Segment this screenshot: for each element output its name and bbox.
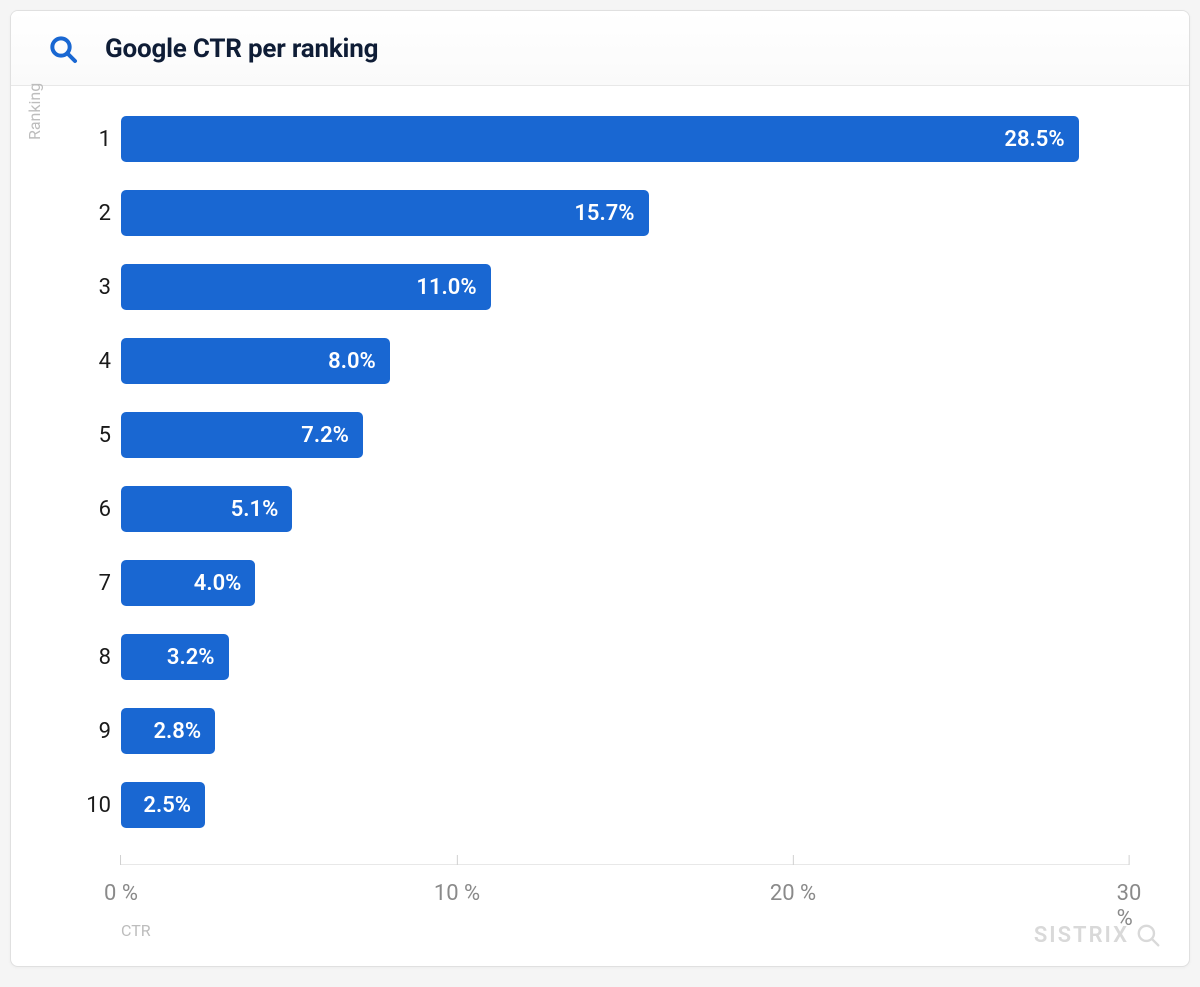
bar-value-label: 7.2% <box>301 423 349 448</box>
search-icon <box>47 33 79 65</box>
bar-row: 1 28.5% <box>71 116 1129 162</box>
rank-label: 10 <box>71 793 111 818</box>
bar-value-label: 8.0% <box>328 349 376 374</box>
bar: 11.0% <box>121 264 491 310</box>
bar: 3.2% <box>121 634 229 680</box>
brand-name: SISTRIX <box>1034 923 1129 948</box>
xaxis-tick: 20 % <box>770 855 816 906</box>
bar-track: 2.5% <box>121 782 1129 828</box>
chart-title: Google CTR per ranking <box>105 34 378 64</box>
bar-row: 9 2.8% <box>71 708 1129 754</box>
rank-label: 6 <box>71 497 111 522</box>
bar-track: 5.1% <box>121 486 1129 532</box>
bar-value-label: 3.2% <box>167 645 215 670</box>
bar-value-label: 2.5% <box>143 793 191 818</box>
bar-track: 8.0% <box>121 338 1129 384</box>
bar-track: 3.2% <box>121 634 1129 680</box>
bar-track: 15.7% <box>121 190 1129 236</box>
bar-track: 11.0% <box>121 264 1129 310</box>
rank-label: 8 <box>71 645 111 670</box>
rank-label: 2 <box>71 201 111 226</box>
tick-label: 0 % <box>104 881 138 906</box>
bar-row: 3 11.0% <box>71 264 1129 310</box>
tick-line <box>121 855 122 865</box>
tick-line <box>457 855 458 865</box>
bar: 8.0% <box>121 338 390 384</box>
bar-value-label: 4.0% <box>194 571 242 596</box>
rank-label: 9 <box>71 719 111 744</box>
tick-line <box>793 855 794 865</box>
bar: 2.8% <box>121 708 215 754</box>
brand-watermark: SISTRIX <box>1034 922 1161 948</box>
bar-row: 7 4.0% <box>71 560 1129 606</box>
xaxis-tick: 0 % <box>104 855 138 906</box>
bar: 2.5% <box>121 782 205 828</box>
bar-row: 4 8.0% <box>71 338 1129 384</box>
bar-value-label: 11.0% <box>416 275 476 300</box>
tick-label: 10 % <box>434 881 480 906</box>
rank-label: 7 <box>71 571 111 596</box>
chart-card: Google CTR per ranking Ranking 1 28.5% 2 15… <box>10 10 1190 967</box>
bar-value-label: 5.1% <box>231 497 279 522</box>
bar-row: 6 5.1% <box>71 486 1129 532</box>
xaxis-label: CTR <box>121 921 151 940</box>
bar-track: 2.8% <box>121 708 1129 754</box>
rank-label: 1 <box>71 127 111 152</box>
rank-label: 4 <box>71 349 111 374</box>
yaxis-label: Ranking <box>25 83 44 140</box>
bar: 7.2% <box>121 412 363 458</box>
xaxis: CTR 0 %10 %20 %30 % <box>121 864 1129 944</box>
bar-track: 7.2% <box>121 412 1129 458</box>
rank-label: 3 <box>71 275 111 300</box>
tick-line <box>1128 855 1129 865</box>
rank-label: 5 <box>71 423 111 448</box>
bar-value-label: 28.5% <box>1004 127 1064 152</box>
bars-container: 1 28.5% 2 15.7% 3 11.0% 4 8.0% 5 7.2% 6 5.1% 7 4.0% 8 3… <box>71 116 1129 828</box>
card-header: Google CTR per ranking <box>11 11 1189 86</box>
bar: 5.1% <box>121 486 292 532</box>
bar: 15.7% <box>121 190 649 236</box>
bar-value-label: 2.8% <box>153 719 201 744</box>
xaxis-tick: 30 % <box>1117 855 1142 931</box>
bar: 28.5% <box>121 116 1079 162</box>
bar-row: 5 7.2% <box>71 412 1129 458</box>
bar-row: 8 3.2% <box>71 634 1129 680</box>
bar-row: 10 2.5% <box>71 782 1129 828</box>
chart-area: Ranking 1 28.5% 2 15.7% 3 11.0% 4 8.0% 5 7.2% 6 5.1… <box>11 86 1189 944</box>
bar-row: 2 15.7% <box>71 190 1129 236</box>
brand-search-icon <box>1135 922 1161 948</box>
bar-track: 4.0% <box>121 560 1129 606</box>
bar-value-label: 15.7% <box>574 201 634 226</box>
tick-label: 20 % <box>770 881 816 906</box>
bar-track: 28.5% <box>121 116 1129 162</box>
xaxis-tick: 10 % <box>434 855 480 906</box>
bar: 4.0% <box>121 560 255 606</box>
